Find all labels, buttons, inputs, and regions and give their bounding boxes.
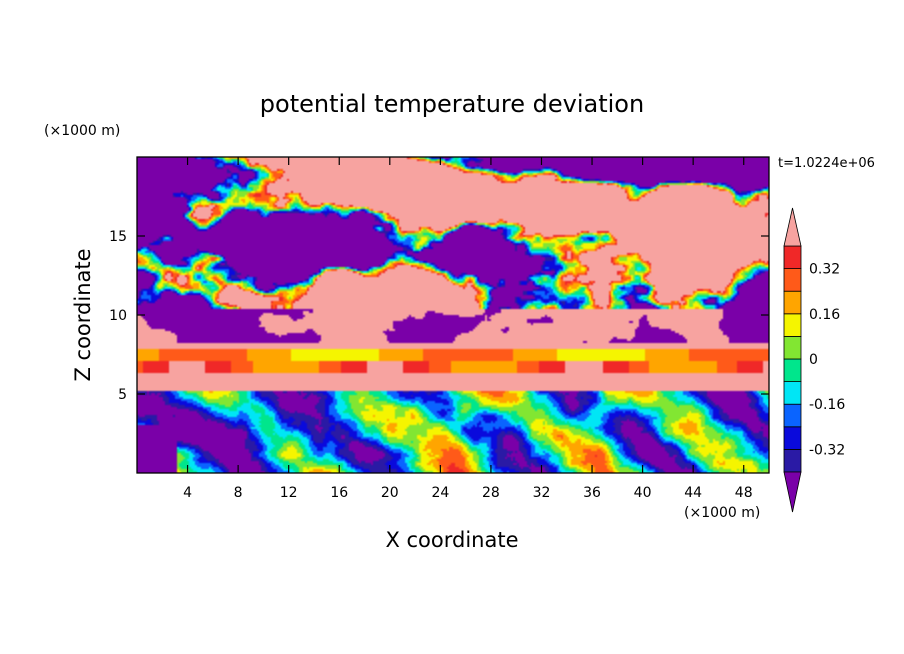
colorbar-segment (783, 245, 802, 270)
colorbar-segment (783, 335, 802, 360)
x-tick-label: 24 (431, 485, 449, 501)
chart-title: potential temperature deviation (260, 90, 644, 118)
y-tick-label: 10 (109, 308, 127, 324)
colorbar-min-triangle (783, 471, 802, 513)
x-axis: 4 8 12 16 20 24 28 32 36 40 44 48 (183, 157, 753, 501)
x-tick-label: 8 (234, 485, 243, 501)
colorbar-segment (783, 381, 802, 405)
y-unit-label: (×1000 m) (44, 123, 120, 139)
plot-area (136, 156, 770, 474)
x-tick-label: 40 (634, 485, 652, 501)
x-tick-label: 4 (183, 485, 192, 501)
x-tick-label: 36 (583, 485, 601, 501)
x-tick-label: 16 (330, 485, 348, 501)
y-axis-label: Z coordinate (71, 248, 95, 381)
contour-field (137, 157, 769, 473)
colorbar-segment (783, 403, 802, 428)
colorbar-segment (783, 290, 802, 315)
colorbar-tick-label: -0.32 (809, 442, 845, 458)
x-axis-label: X coordinate (385, 528, 518, 552)
colorbar-tick-label: 0.16 (809, 307, 840, 323)
y-axis: 5 10 15 (109, 229, 769, 403)
colorbar-tick-label: 0 (809, 352, 818, 368)
y-tick-label: 5 (118, 387, 127, 403)
colorbar-segment (783, 313, 802, 337)
colorbar-max-triangle (783, 207, 802, 247)
time-label: t=1.0224e+06 (778, 156, 875, 171)
x-tick-label: 32 (533, 485, 551, 501)
x-tick-label: 48 (735, 485, 753, 501)
colorbar-segment (783, 448, 802, 473)
colorbar-segment (783, 426, 802, 450)
x-unit-label: (×1000 m) (684, 505, 760, 521)
colorbar: 0.32 0.16 0 -0.16 -0.32 (783, 207, 845, 513)
x-tick-label: 12 (280, 485, 298, 501)
x-tick-label: 28 (482, 485, 500, 501)
x-tick-label: 44 (684, 485, 702, 501)
colorbar-tick-label: -0.16 (809, 397, 845, 413)
colorbar-tick-label: 0.32 (809, 262, 840, 278)
x-tick-label: 20 (381, 485, 399, 501)
colorbar-segment (783, 358, 802, 383)
colorbar-segment (783, 268, 802, 292)
y-tick-label: 15 (109, 229, 127, 245)
